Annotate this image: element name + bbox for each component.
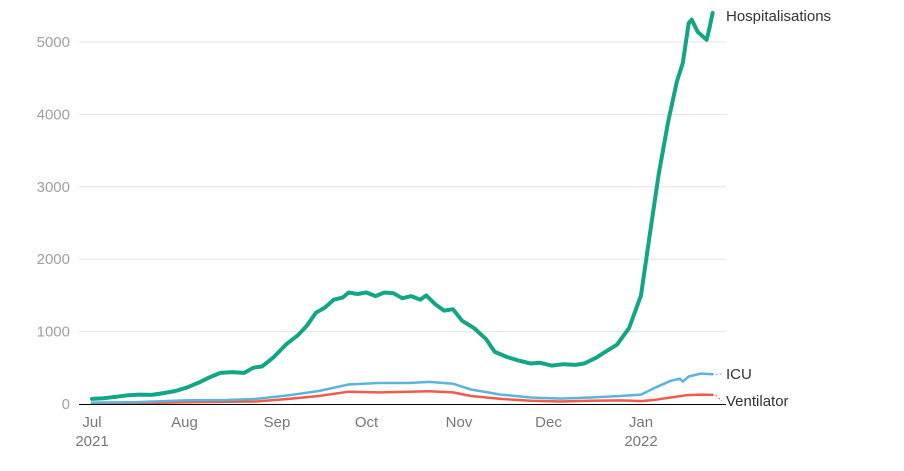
series-labels: Ventilator ICU Hospitalisations xyxy=(726,8,831,410)
x-tick-label: Sep xyxy=(264,414,291,431)
y-tick-label: 1000 xyxy=(37,324,70,341)
x-tick-label: Oct xyxy=(355,414,379,431)
y-axis-ticks: 0 1000 2000 3000 4000 5000 xyxy=(37,34,70,413)
y-tick-label: 3000 xyxy=(37,179,70,196)
y-tick-label: 4000 xyxy=(37,106,70,123)
y-tick-label: 2000 xyxy=(37,251,70,268)
series-line-ventilator xyxy=(92,391,713,403)
y-tick-label: 0 xyxy=(62,396,70,413)
y-tick-label: 5000 xyxy=(37,34,70,51)
x-tick-label: Nov xyxy=(446,414,473,431)
series-line-hospitalisations xyxy=(92,13,713,399)
x-tick-label: Jul xyxy=(82,414,101,431)
series-lines xyxy=(92,13,722,404)
x-tick-year-label: 2022 xyxy=(624,433,657,450)
series-label-hospitalisations: Hospitalisations xyxy=(726,8,831,25)
x-tick-label: Aug xyxy=(171,414,198,431)
label-connector xyxy=(716,395,722,401)
x-tick-year-label: 2021 xyxy=(75,433,108,450)
x-axis-ticks: Jul 2021 Aug Sep Oct Nov Dec Jan 2022 xyxy=(75,414,657,450)
series-label-icu: ICU xyxy=(726,366,752,383)
gridlines xyxy=(79,42,726,332)
x-tick-label: Jan xyxy=(629,414,653,431)
x-tick-label: Dec xyxy=(535,414,562,431)
series-label-ventilator: Ventilator xyxy=(726,393,789,410)
